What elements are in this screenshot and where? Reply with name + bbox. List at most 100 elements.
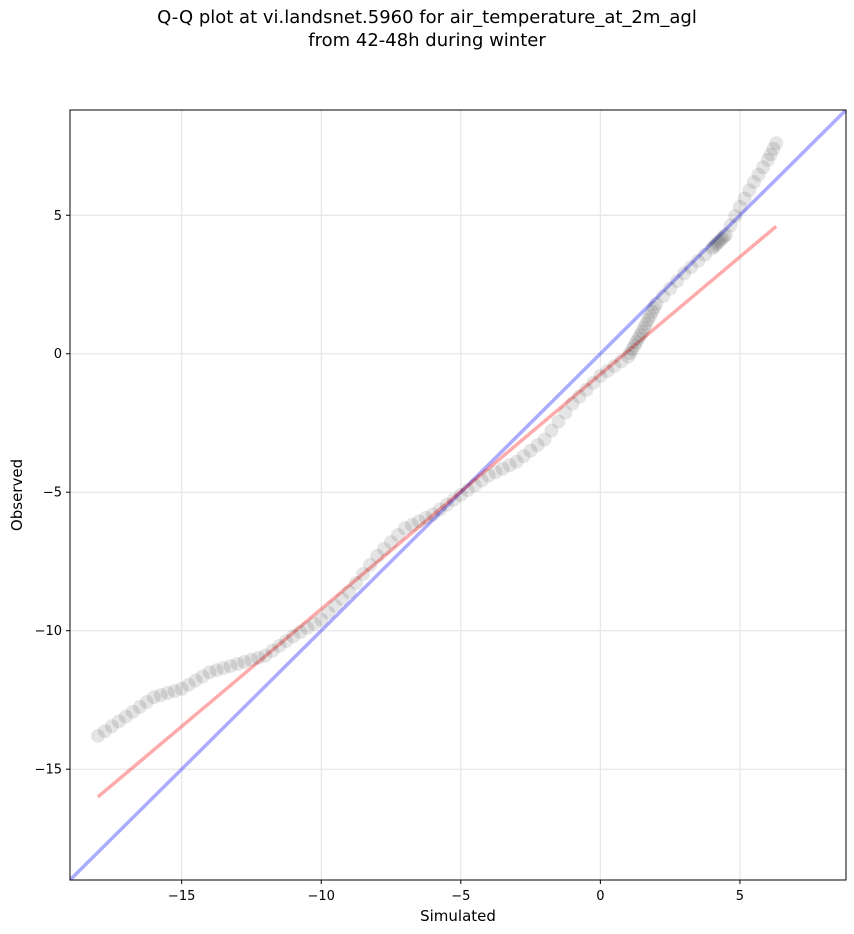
qq-point-22 xyxy=(244,652,259,667)
qq-point-94 xyxy=(677,266,692,281)
qq-point-110 xyxy=(742,183,757,198)
qq-point-65 xyxy=(544,423,559,438)
qq-point-71 xyxy=(586,375,601,390)
qq-point-72 xyxy=(593,368,608,383)
qq-point-47 xyxy=(418,510,433,525)
qq-point-74 xyxy=(607,359,622,374)
qq-point-17 xyxy=(209,663,224,678)
qq-point-109 xyxy=(737,191,752,206)
qq-point-92 xyxy=(663,281,678,296)
qq-point-21 xyxy=(237,654,252,669)
qq-point-68 xyxy=(565,396,580,411)
y-tick-label-1: −10 xyxy=(35,624,62,639)
qq-point-89 xyxy=(647,300,662,315)
qq-point-107 xyxy=(728,209,743,224)
qq-point-7 xyxy=(139,695,154,710)
y-tick-label-4: 5 xyxy=(54,209,62,224)
qq-point-37 xyxy=(349,575,364,590)
qq-point-114 xyxy=(760,152,775,167)
qq-point-31 xyxy=(307,616,322,631)
qq-point-18 xyxy=(216,661,231,676)
qq-point-84 xyxy=(637,320,652,335)
qq-point-70 xyxy=(579,382,594,397)
qq-point-14 xyxy=(188,673,203,688)
qq-point-61 xyxy=(516,449,531,464)
qq-point-10 xyxy=(160,686,175,701)
chart-title-line-1: Q-Q plot at vi.landsnet.5960 for air_tem… xyxy=(157,7,697,28)
qq-point-46 xyxy=(411,514,426,529)
qq-point-117 xyxy=(769,136,784,151)
qq-point-99 xyxy=(707,239,722,254)
axis-ticks: −15 −10 −5 0 5 −15 −10 −5 0 5 xyxy=(35,209,745,904)
qq-point-0 xyxy=(90,728,105,743)
qq-point-106 xyxy=(723,218,738,233)
qq-point-38 xyxy=(356,566,371,581)
qq-point-111 xyxy=(746,175,761,190)
grid xyxy=(70,110,846,880)
qq-point-97 xyxy=(698,247,713,262)
qq-point-6 xyxy=(132,699,147,714)
y-tick-label-2: −5 xyxy=(43,486,62,501)
qq-point-83 xyxy=(635,324,650,339)
qq-point-9 xyxy=(153,688,168,703)
qq-point-23 xyxy=(251,650,266,665)
qq-point-49 xyxy=(432,502,447,517)
qq-point-63 xyxy=(530,438,545,453)
qq-point-78 xyxy=(625,342,640,357)
qq-point-102 xyxy=(712,233,727,248)
plot-area xyxy=(70,110,846,880)
qq-point-32 xyxy=(314,612,329,627)
qq-point-40 xyxy=(370,548,385,563)
qq-point-45 xyxy=(404,517,419,532)
qq-point-20 xyxy=(230,656,245,671)
qq-point-8 xyxy=(146,690,161,705)
qq-point-91 xyxy=(656,289,671,304)
qq-point-3 xyxy=(111,714,126,729)
qq-point-16 xyxy=(202,665,217,680)
qq-point-44 xyxy=(397,521,412,536)
qq-point-62 xyxy=(523,443,538,458)
qq-point-115 xyxy=(763,147,778,162)
qq-point-50 xyxy=(439,497,454,512)
qq-point-100 xyxy=(709,237,724,252)
qq-point-58 xyxy=(495,461,510,476)
plot-frame xyxy=(69,109,847,881)
qq-point-27 xyxy=(279,634,294,649)
qq-point-26 xyxy=(272,638,287,653)
chart-title: Q-Q plot at vi.landsnet.5960 for air_tem… xyxy=(0,6,854,52)
qq-point-52 xyxy=(453,488,468,502)
qq-point-24 xyxy=(258,648,273,663)
qq-point-39 xyxy=(363,557,378,572)
qq-point-2 xyxy=(104,719,119,734)
qq-point-55 xyxy=(474,473,489,488)
qq-point-103 xyxy=(714,231,729,246)
qq-point-51 xyxy=(446,492,461,507)
y-tick-label-0: −15 xyxy=(35,763,62,778)
qq-point-98 xyxy=(705,241,720,256)
qq-point-11 xyxy=(167,683,182,698)
y-tick-label-3: 0 xyxy=(54,347,62,362)
x-tick-label-2: −5 xyxy=(451,889,470,904)
qq-point-90 xyxy=(649,296,664,311)
qq-point-34 xyxy=(328,598,343,613)
qq-point-33 xyxy=(321,605,336,620)
qq-point-36 xyxy=(342,584,357,599)
qq-point-1 xyxy=(97,724,112,739)
qq-point-87 xyxy=(643,308,658,323)
qq-point-101 xyxy=(710,235,725,250)
qq-point-79 xyxy=(627,338,642,353)
qq-point-60 xyxy=(509,454,524,469)
qq-point-48 xyxy=(425,507,440,522)
qq-point-113 xyxy=(756,160,771,175)
qq-point-56 xyxy=(481,468,496,483)
x-tick-label-1: −10 xyxy=(308,889,335,904)
x-axis-label: Simulated xyxy=(420,907,496,925)
fit-line xyxy=(96,224,778,799)
qq-point-93 xyxy=(670,274,685,289)
qq-point-57 xyxy=(488,465,503,480)
qq-point-86 xyxy=(641,312,656,327)
qq-point-54 xyxy=(467,478,482,493)
qq-point-80 xyxy=(629,335,644,350)
identity-line xyxy=(70,110,846,880)
